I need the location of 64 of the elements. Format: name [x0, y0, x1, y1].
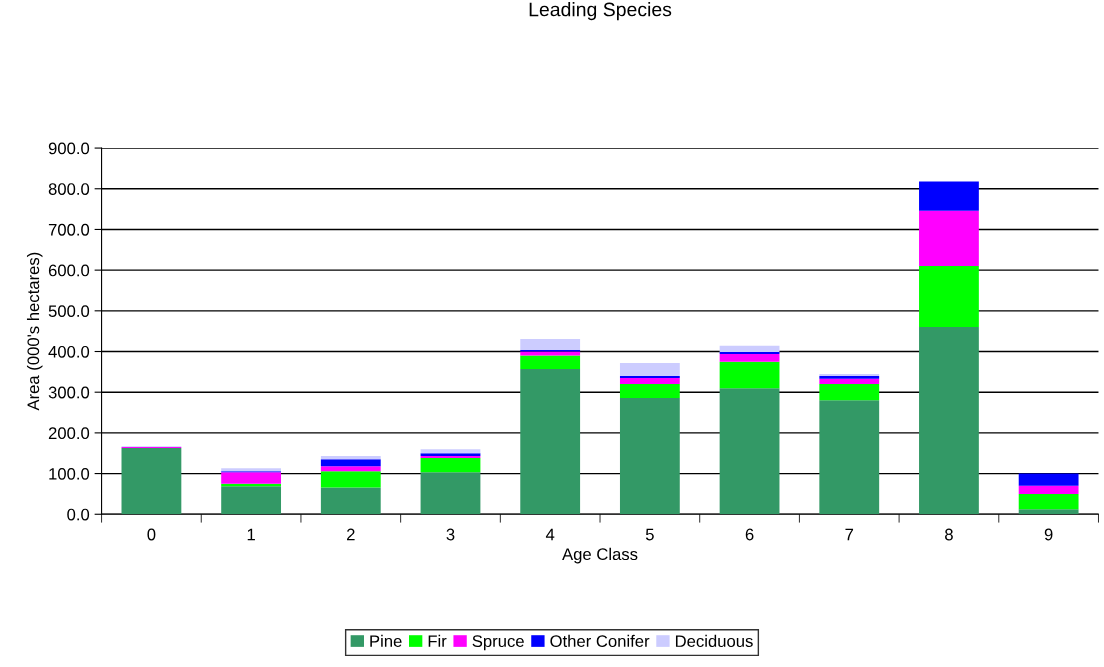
bar: [719, 351, 780, 354]
y-tick-label: 100.0: [49, 467, 90, 480]
y-tick-label: 200.0: [48, 427, 90, 440]
x-tick-label: 2: [347, 528, 355, 541]
bar: [320, 456, 381, 460]
bar: [719, 361, 780, 389]
bar: [619, 377, 680, 385]
bar: [1018, 485, 1079, 494]
y-tick-label: 900.0: [48, 142, 90, 155]
bar: [919, 210, 979, 267]
bar: [420, 458, 481, 473]
bar: [719, 388, 780, 515]
bar: [420, 449, 481, 454]
bar: [520, 351, 581, 356]
y-tick-label: 700.0: [48, 223, 90, 236]
x-tick-label: 9: [1044, 528, 1053, 541]
bar: [619, 362, 680, 376]
bar: [520, 369, 581, 515]
y-tick-label: 600.0: [48, 264, 90, 277]
x-tick-label: 4: [545, 528, 555, 541]
bar: [221, 486, 282, 515]
x-tick-label: 6: [745, 528, 754, 541]
bar: [520, 355, 581, 369]
bar: [819, 400, 880, 515]
bar: [719, 345, 780, 352]
bar: [919, 327, 979, 515]
x-tick-label: 5: [645, 528, 654, 541]
x-tick-label: 1: [247, 528, 255, 541]
y-tick-label: 300.0: [48, 386, 90, 399]
y-tick-label: 800.0: [48, 183, 90, 195]
x-tick-label: 7: [845, 528, 854, 541]
bar: [619, 375, 680, 378]
x-tick-label: 3: [446, 528, 455, 541]
bar: [320, 459, 381, 467]
bar: [1018, 509, 1079, 515]
bar: [320, 487, 381, 515]
y-tick-label: 500.0: [48, 305, 90, 318]
bar: [719, 353, 780, 362]
bar: [919, 266, 979, 328]
x-tick-label: 8: [945, 528, 953, 541]
bar: [919, 181, 979, 211]
bar: [619, 384, 680, 398]
bar: [1018, 473, 1079, 486]
bar: [320, 466, 381, 472]
legend-label: Other Conifer: [550, 634, 650, 648]
legend-label: Fir: [428, 634, 447, 647]
legend-label: Pine: [370, 634, 402, 648]
bar: [819, 378, 880, 385]
y-axis-title: Area (000's hectares): [26, 252, 43, 411]
y-tick-label: 0.0: [67, 508, 90, 521]
x-axis-title: Age Class: [562, 547, 638, 564]
bar: [121, 447, 182, 515]
bar: [520, 338, 581, 350]
y-tick-label: 400.0: [48, 345, 90, 358]
legend-label: Deciduous: [675, 634, 753, 648]
bar: [420, 472, 481, 515]
bar: [619, 397, 680, 515]
bar: [1018, 493, 1079, 510]
x-tick-label: 0: [147, 528, 156, 541]
bar: [819, 384, 880, 401]
bar: [221, 472, 282, 484]
chart-title: Leading Species: [529, 2, 672, 21]
bar: [320, 471, 381, 488]
legend-label: Spruce: [472, 635, 524, 651]
